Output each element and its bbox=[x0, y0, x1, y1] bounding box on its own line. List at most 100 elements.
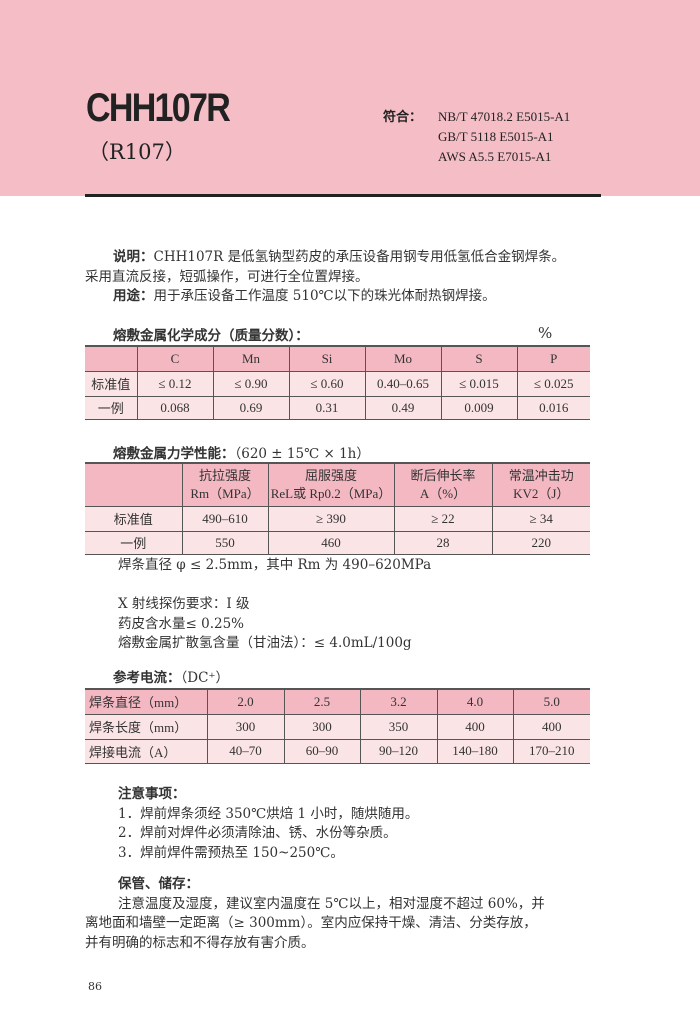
header-line: 抗拉强度 bbox=[198, 467, 251, 483]
table-cell: 350 bbox=[359, 714, 437, 740]
header-line: 常温冲击功 bbox=[508, 467, 574, 483]
table-cell: ≤ 0.60 bbox=[288, 371, 365, 397]
table-cell bbox=[85, 345, 137, 372]
table-cell: 焊条直径（mm） bbox=[85, 688, 207, 715]
table-cell: 300 bbox=[283, 714, 360, 740]
table-cell: 屈服强度 ReL或 Rp0.2（MPa） bbox=[267, 462, 394, 507]
header-line: Rm（MPa） bbox=[190, 485, 260, 501]
table-cell: 400 bbox=[436, 714, 513, 740]
table-cell: 焊条长度（mm） bbox=[85, 714, 207, 740]
table-cell: 常温冲击功 KV2（J） bbox=[491, 462, 590, 507]
table-cell: 0.40–0.65 bbox=[364, 371, 441, 397]
description-text: CHH107R 是低氢钠型药皮的承压设备用钢专用低氢低合金钢焊条。 bbox=[153, 249, 566, 265]
table-cell: Mn bbox=[212, 345, 289, 372]
product-title: CHH107R bbox=[86, 86, 231, 130]
product-subtitle: （R107） bbox=[88, 140, 186, 164]
storage-text: 注意温度及湿度，建议室内温度在 5℃以上，相对湿度不超过 60%，并 bbox=[118, 895, 545, 912]
header-line: 断后伸长率 bbox=[410, 467, 476, 483]
standard: AWS A5.5 E7015-A1 bbox=[438, 149, 552, 164]
table-cell: 0.31 bbox=[288, 396, 365, 420]
table-cell: 抗拉强度 Rm（MPa） bbox=[181, 462, 268, 507]
notes-heading: 注意事项： bbox=[118, 786, 186, 802]
current-heading: 参考电流：（DC⁺） bbox=[113, 666, 229, 686]
table-row: 一例 0.068 0.69 0.31 0.49 0.009 0.016 bbox=[85, 396, 590, 420]
mech-table: 抗拉强度 Rm（MPa） 屈服强度 ReL或 Rp0.2（MPa） 断后伸长率 A（%） 常… bbox=[85, 462, 590, 555]
usage-text: 用于承压设备工作温度 510℃以下的珠光体耐热钢焊接。 bbox=[153, 288, 496, 304]
table-cell: 550 bbox=[181, 531, 268, 555]
table-cell: 460 bbox=[267, 531, 394, 555]
table-cell: 28 bbox=[393, 531, 492, 555]
table-cell: 3.2 bbox=[359, 688, 437, 715]
table-cell bbox=[85, 462, 182, 507]
table-cell: Si bbox=[288, 345, 365, 372]
table-cell: 220 bbox=[491, 531, 590, 555]
storage: 保管、储存： 注意温度及湿度，建议室内温度在 5℃以上，相对湿度不超过 60%，… bbox=[85, 875, 605, 953]
table-cell: ≥ 390 bbox=[267, 506, 394, 532]
chem-table: C Mn Si Mo S P 标准值 ≤ 0.12 ≤ 0.90 ≤ 0.60 0.40–0.65 ≤… bbox=[85, 345, 590, 420]
note-item: 3．焊前焊件需预热至 150~250℃。 bbox=[118, 844, 344, 861]
header-band bbox=[0, 0, 700, 196]
table-cell: 90–120 bbox=[359, 739, 437, 764]
table-cell: P bbox=[516, 345, 590, 372]
table-cell: 焊接电流（A） bbox=[85, 739, 207, 764]
table-cell: 一例 bbox=[85, 531, 182, 555]
table-row: 焊条直径（mm） 2.0 2.5 3.2 4.0 5.0 bbox=[85, 688, 590, 715]
table-cell: ≤ 0.025 bbox=[516, 371, 590, 397]
table-cell: 5.0 bbox=[512, 688, 590, 715]
extra-requirements: X 射线探伤要求：I 级 药皮含水量≤ 0.25% 熔敷金属扩散氢含量（甘油法）… bbox=[118, 595, 412, 654]
table-cell: 断后伸长率 A（%） bbox=[393, 462, 492, 507]
table-cell: 400 bbox=[512, 714, 590, 740]
note-item: 2．焊前对焊件必须清除油、锈、水份等杂质。 bbox=[118, 825, 397, 841]
table-cell: ≤ 0.12 bbox=[136, 371, 213, 397]
table-cell: 40–70 bbox=[206, 739, 284, 764]
table-cell: 2.0 bbox=[206, 688, 284, 715]
chem-heading: 熔敷金属化学成分（质量分数）： bbox=[113, 328, 309, 344]
table-cell: 0.009 bbox=[440, 396, 517, 420]
table-cell: 60–90 bbox=[283, 739, 360, 764]
table-row: 焊条长度（mm） 300 300 350 400 400 bbox=[85, 714, 590, 740]
mech-note: 焊条直径 φ ≤ 2.5mm，其中 Rm 为 490–620MPa bbox=[118, 557, 432, 573]
table-row: 标准值 490–610 ≥ 390 ≥ 22 ≥ 34 bbox=[85, 506, 590, 532]
table-row: 焊接电流（A） 40–70 60–90 90–120 140–180 170–210 bbox=[85, 739, 590, 764]
table-cell: 0.69 bbox=[212, 396, 289, 420]
table-cell: ≤ 0.90 bbox=[212, 371, 289, 397]
table-cell: 300 bbox=[206, 714, 284, 740]
header-line: ReL或 Rp0.2（MPa） bbox=[270, 485, 392, 501]
page-number: 86 bbox=[88, 980, 102, 993]
divider bbox=[85, 194, 601, 197]
table-cell: 170–210 bbox=[512, 739, 590, 764]
table-cell: Mo bbox=[364, 345, 441, 372]
description: 说明：CHH107R 是低氢钠型药皮的承压设备用钢专用低氢低合金钢焊条。 采用直… bbox=[85, 248, 605, 307]
standards-label: 符合： bbox=[383, 109, 423, 124]
notes: 注意事项： 1．焊前焊条须经 350℃烘焙 1 小时，随烘随用。 2．焊前对焊件… bbox=[118, 785, 418, 863]
table-cell: 0.068 bbox=[136, 396, 213, 420]
header-line: KV2（J） bbox=[513, 485, 570, 501]
table-cell: ≥ 22 bbox=[393, 506, 492, 532]
mech-heading: 熔敷金属力学性能：（620 ± 15℃ × 1h） bbox=[113, 442, 370, 462]
xray-requirement: X 射线探伤要求：I 级 bbox=[118, 596, 250, 612]
chem-unit: % bbox=[538, 324, 553, 342]
description-label: 说明： bbox=[113, 249, 154, 265]
diffusible-hydrogen: 熔敷金属扩散氢含量（甘油法）：≤ 4.0mL/100g bbox=[118, 635, 412, 651]
table-row: 抗拉强度 Rm（MPa） 屈服强度 ReL或 Rp0.2（MPa） 断后伸长率 A（%） 常… bbox=[85, 462, 590, 507]
table-cell: ≥ 34 bbox=[491, 506, 590, 532]
table-cell: ≤ 0.015 bbox=[440, 371, 517, 397]
table-cell: 0.49 bbox=[364, 396, 441, 420]
table-cell: 4.0 bbox=[436, 688, 513, 715]
standard: GB/T 5118 E5015-A1 bbox=[438, 129, 554, 144]
mech-condition: （620 ± 15℃ × 1h） bbox=[234, 446, 370, 462]
note-item: 1．焊前焊条须经 350℃烘焙 1 小时，随烘随用。 bbox=[118, 805, 419, 822]
header-line: A（%） bbox=[419, 485, 467, 501]
table-cell: 标准值 bbox=[85, 371, 137, 397]
table-cell: 0.016 bbox=[516, 396, 590, 420]
standards: 符合： NB/T 47018.2 E5015-A1 GB/T 5118 E5015… bbox=[383, 107, 570, 167]
current-type: （DC⁺） bbox=[180, 670, 230, 686]
table-cell: 2.5 bbox=[283, 688, 360, 715]
table-cell: S bbox=[440, 345, 517, 372]
moisture-content: 药皮含水量≤ 0.25% bbox=[118, 615, 244, 632]
storage-heading: 保管、储存： bbox=[118, 876, 199, 892]
table-cell: 一例 bbox=[85, 396, 137, 420]
usage-label: 用途： bbox=[113, 288, 154, 304]
table-row: 标准值 ≤ 0.12 ≤ 0.90 ≤ 0.60 0.40–0.65 ≤ 0.015 ≤ 0… bbox=[85, 371, 590, 397]
current-heading-label: 参考电流： bbox=[113, 670, 181, 686]
